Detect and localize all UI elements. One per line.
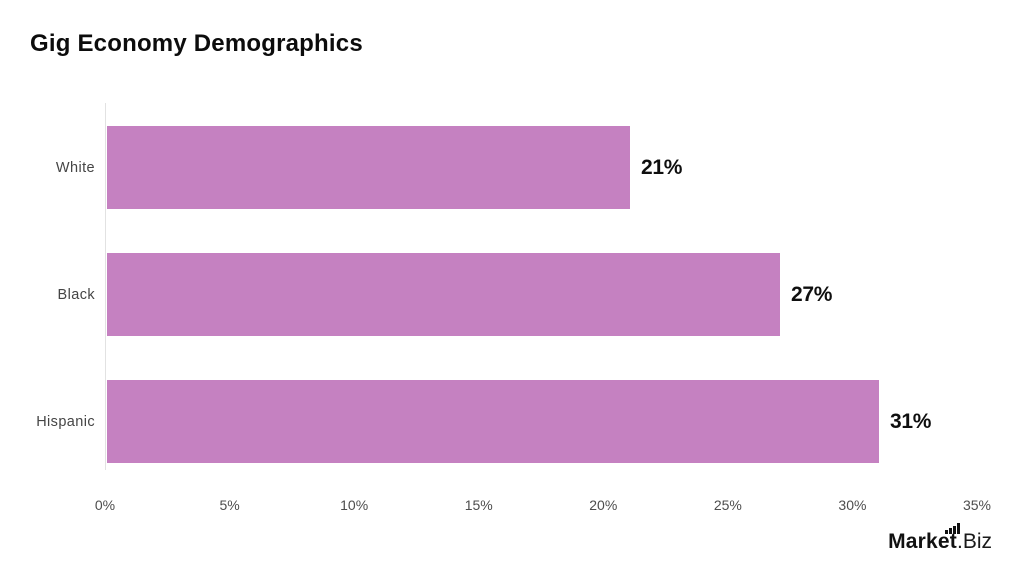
bar-black bbox=[107, 253, 780, 336]
bar-hispanic bbox=[107, 380, 879, 463]
plot-area: White 21% Black 27% Hispanic 31% 0% 5% 10% 15% 20%… bbox=[36, 103, 991, 513]
bar-white bbox=[107, 126, 630, 209]
value-label-hispanic: 31% bbox=[890, 409, 932, 433]
x-tick-label-0: 0% bbox=[94, 497, 116, 513]
x-tick-label-25: 25% bbox=[713, 497, 742, 513]
logo-word-biz: .Biz bbox=[956, 530, 992, 553]
x-tick-label-15: 15% bbox=[464, 497, 493, 513]
x-tick-label-20: 20% bbox=[589, 497, 618, 513]
x-tick-label-30: 30% bbox=[838, 497, 867, 513]
market-biz-logo: Market.Biz bbox=[888, 523, 992, 560]
logo-word-market: Market bbox=[888, 530, 957, 553]
category-label-black: Black bbox=[57, 286, 95, 303]
mini-bar-chart-icon bbox=[945, 523, 960, 534]
value-label-white: 21% bbox=[641, 155, 683, 179]
y-axis-line bbox=[105, 103, 106, 470]
category-label-white: White bbox=[55, 159, 95, 176]
x-tick-label-10: 10% bbox=[340, 497, 369, 513]
chart-title: Gig Economy Demographics bbox=[30, 30, 363, 57]
x-tick-label-5: 5% bbox=[219, 497, 240, 513]
logo-text: Market.Biz bbox=[888, 523, 992, 554]
value-label-black: 27% bbox=[791, 282, 833, 306]
x-tick-label-35: 35% bbox=[962, 497, 992, 513]
category-label-hispanic: Hispanic bbox=[36, 413, 95, 430]
